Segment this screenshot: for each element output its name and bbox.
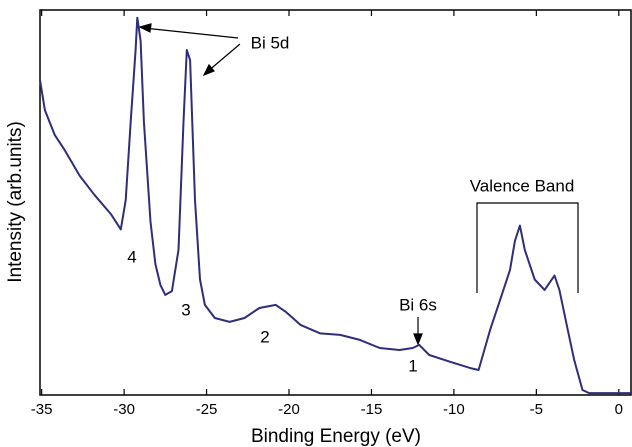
x-tick-label: -5 [530, 401, 543, 418]
annotation: 3 [181, 300, 190, 319]
x-tick-label: -10 [443, 401, 465, 418]
annotation: 4 [127, 247, 136, 266]
annotation: 1 [408, 356, 417, 375]
x-tick-label: 0 [615, 401, 623, 418]
y-axis-label: Intensity (arb.units) [5, 121, 26, 283]
x-tick-label: -15 [361, 401, 383, 418]
x-tick-label: -25 [196, 401, 218, 418]
x-tick-label: -35 [31, 401, 53, 418]
annotation: 2 [260, 327, 269, 346]
annotation-arrows [138, 23, 579, 346]
x-tick-label: -20 [278, 401, 300, 418]
plot-frame [39, 9, 632, 396]
x-axis-label: Binding Energy (eV) [251, 426, 421, 447]
annotation: Bi 5d [251, 33, 290, 52]
x-tick-label: -30 [113, 401, 135, 418]
annotation: Valence Band [470, 176, 575, 195]
data-line [39, 16, 632, 395]
annotation: Bi 6s [399, 295, 437, 314]
